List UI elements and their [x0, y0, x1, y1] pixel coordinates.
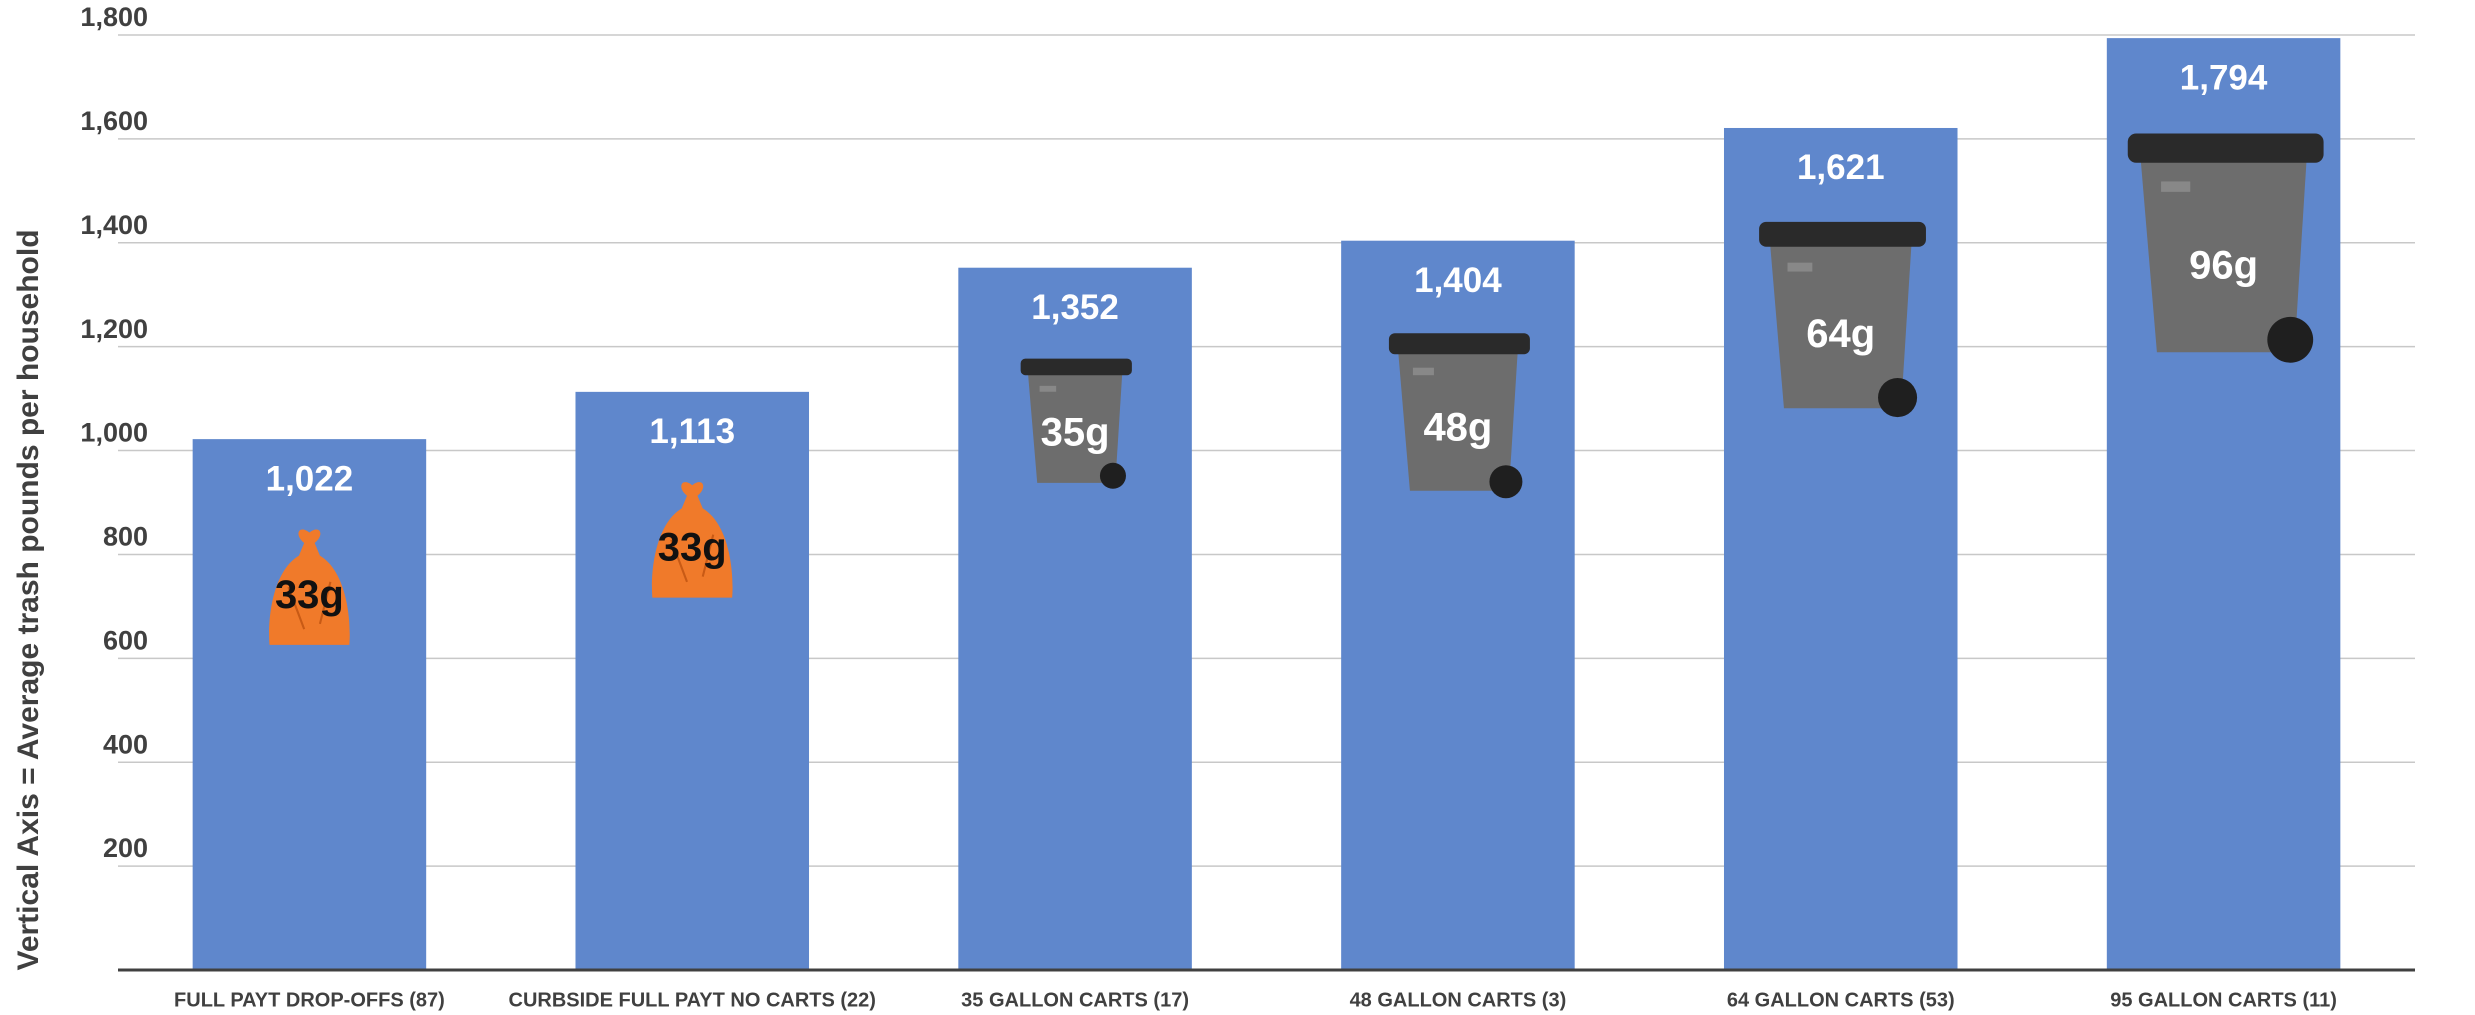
y-axis-label: Vertical Axis = Average trash pounds per…: [12, 229, 45, 970]
bag-fold: [287, 581, 332, 630]
cart-wheel: [2267, 316, 2314, 363]
y-tick-label: 1,000: [80, 418, 148, 448]
cart-handle: [1787, 262, 1813, 272]
y-tick-label: 600: [103, 625, 148, 655]
cart-icon: [2127, 133, 2324, 363]
x-tick-label: FULL PAYT DROP-OFFS (87): [174, 989, 445, 1011]
y-tick-label: 1,200: [80, 314, 148, 344]
cart-icon: [1020, 358, 1132, 489]
x-tick-label: 35 GALLON CARTS (17): [961, 989, 1189, 1011]
cart-body: [2140, 154, 2307, 353]
y-tick-label: 400: [103, 729, 148, 759]
bag-shape: [269, 529, 350, 645]
cart-lid: [1020, 358, 1132, 376]
y-tick-label: 800: [103, 522, 148, 552]
x-tick-label: 64 GALLON CARTS (53): [1727, 989, 1955, 1011]
y-tick-label: 200: [103, 833, 148, 863]
cart-body: [1397, 348, 1518, 491]
value-label: 1,022: [266, 459, 354, 498]
y-tick-label: 1,600: [80, 106, 148, 136]
bag-fold: [670, 534, 715, 583]
value-label: 1,352: [1031, 288, 1119, 327]
cart-lid: [2127, 133, 2324, 163]
icon-label: 33g: [275, 573, 344, 617]
y-tick-label: 1,800: [80, 2, 148, 32]
cart-handle: [2161, 181, 2191, 192]
icon-label: 96g: [2189, 244, 2258, 288]
bag-icon: [651, 482, 733, 598]
cart-wheel: [1489, 465, 1523, 499]
value-label: 1,113: [649, 412, 735, 451]
icon-label: 35g: [1041, 411, 1110, 455]
bag-shape: [651, 482, 733, 598]
cart-lid: [1388, 333, 1530, 355]
cart-wheel: [1099, 462, 1126, 489]
cart-body: [1769, 239, 1912, 409]
cart-handle: [1412, 367, 1434, 376]
icon-label: 33g: [658, 526, 727, 570]
cart-icon: [1388, 333, 1530, 499]
value-label: 1,621: [1797, 148, 1885, 187]
cart-lid: [1759, 221, 1926, 247]
cart-handle: [1039, 385, 1057, 392]
cart-icon: [1759, 221, 1926, 418]
cart-body: [1027, 370, 1123, 483]
cart-wheel: [1878, 378, 1918, 418]
icon-label: 64g: [1806, 312, 1875, 356]
x-tick-label: CURBSIDE FULL PAYT NO CARTS (22): [509, 989, 876, 1011]
y-tick-label: 1,400: [80, 210, 148, 240]
bar: [575, 391, 810, 970]
bag-icon: [269, 529, 350, 645]
icon-label: 48g: [1423, 406, 1492, 450]
x-tick-label: 48 GALLON CARTS (3): [1350, 989, 1567, 1011]
bar: [192, 439, 427, 970]
value-label: 1,404: [1414, 261, 1502, 300]
value-label: 1,794: [2180, 58, 2268, 97]
x-tick-label: 95 GALLON CARTS (11): [2110, 989, 2337, 1011]
